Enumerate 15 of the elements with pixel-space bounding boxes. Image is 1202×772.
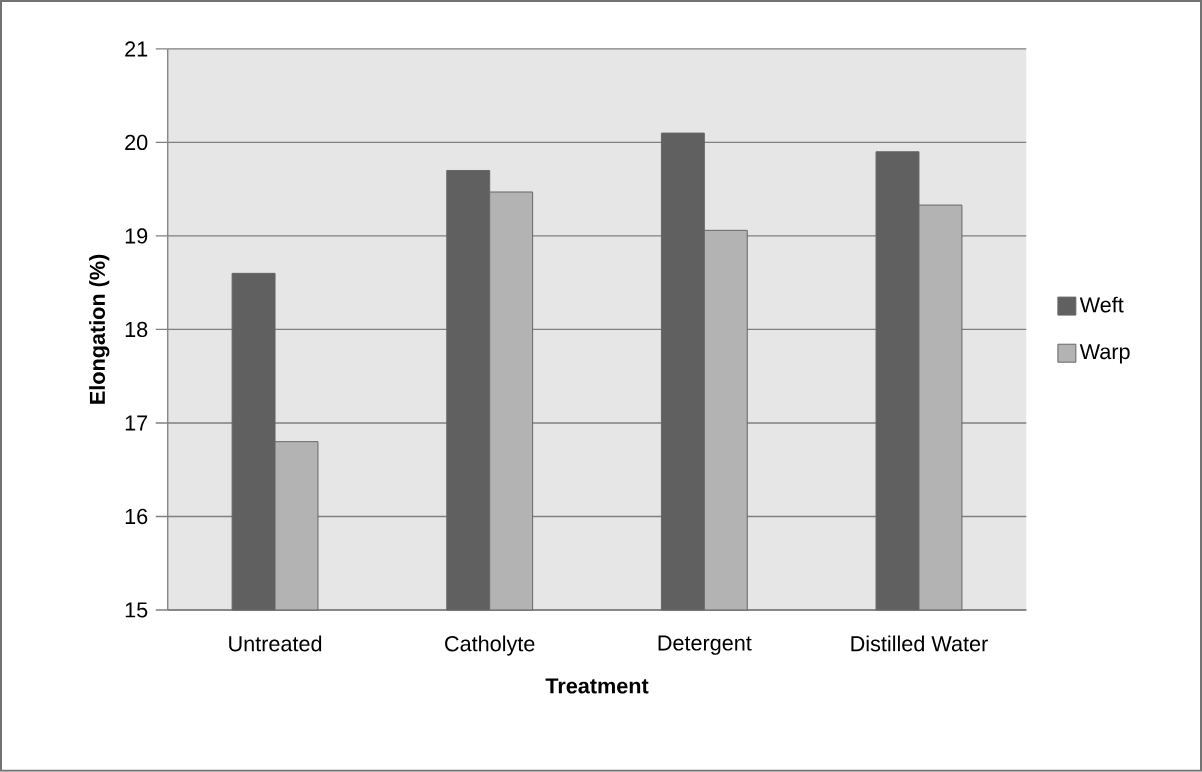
x-tick-label: Distilled Water	[851, 635, 988, 652]
x-tick-label: Untreated	[229, 635, 322, 652]
y-tick-label: 18	[125, 321, 148, 338]
x-tick-label: Catholyte	[445, 635, 535, 656]
y-tick-label: 20	[125, 134, 148, 151]
y-tick-label: 19	[125, 228, 148, 244]
y-tick-label: 21	[125, 41, 148, 57]
legend-label: Warp	[1079, 344, 1130, 364]
x-axis-title: Treatment	[545, 678, 649, 694]
y-tick-label: 16	[125, 508, 148, 525]
y-tick-label: 15	[125, 602, 148, 618]
y-axis-title: Elongation (%)	[89, 254, 110, 404]
legend-label: Weft	[1079, 296, 1124, 313]
y-tick-label: 17	[125, 415, 148, 431]
x-tick-label: Detergent	[658, 635, 752, 656]
